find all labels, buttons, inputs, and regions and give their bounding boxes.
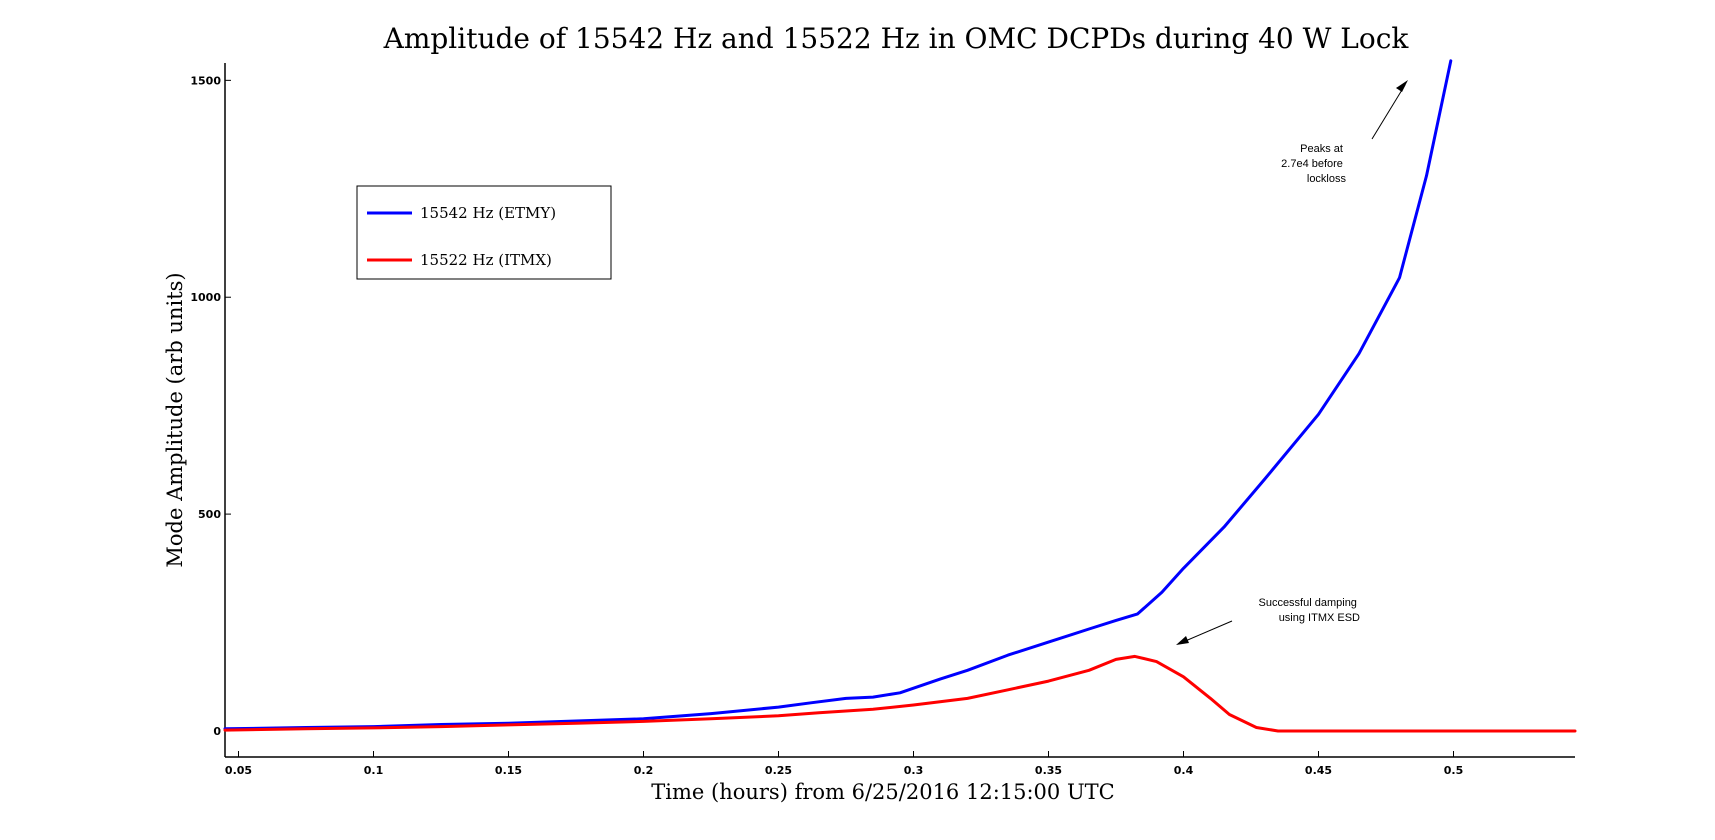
annotation-peak-line-2: 2.7e4 before	[1281, 158, 1343, 170]
y-tick-label: 500	[198, 508, 221, 521]
annotation-peak-arrowhead	[1396, 80, 1408, 92]
annotation-damping-text: Successful damping using ITMX ESD	[1258, 597, 1360, 624]
annotation-peak: Peaks at 2.7e4 before lockloss	[1281, 80, 1408, 185]
x-tick-label: 0.25	[765, 764, 792, 777]
annotation-peak-line-3: lockloss	[1307, 173, 1347, 185]
x-tick-label: 0.05	[225, 764, 252, 777]
annotation-damping-line-2: using ITMX ESD	[1279, 612, 1360, 624]
y-tick-label: 0	[213, 725, 221, 738]
x-axis-label: Time (hours) from 6/25/2016 12:15:00 UTC	[651, 780, 1114, 804]
legend: 15542 Hz (ETMY) 15522 Hz (ITMX)	[356, 185, 612, 280]
chart-title: Amplitude of 15542 Hz and 15522 Hz in OM…	[383, 22, 1410, 55]
legend-box	[356, 185, 612, 280]
y-axis-label: Mode Amplitude (arb units)	[163, 272, 187, 567]
annotation-damping-arrow	[1182, 620, 1233, 643]
x-tick-label: 0.3	[904, 764, 924, 777]
annotations: Peaks at 2.7e4 before lockloss Successfu…	[1176, 80, 1408, 645]
legend-label-0: 15542 Hz (ETMY)	[420, 204, 556, 222]
x-tick-label: 0.45	[1305, 764, 1332, 777]
x-tick-label: 0.35	[1035, 764, 1062, 777]
x-tick-label: 0.15	[495, 764, 522, 777]
annotation-peak-line-1: Peaks at	[1300, 143, 1343, 155]
x-tick-label: 0.1	[364, 764, 384, 777]
plot-frame	[224, 63, 1575, 758]
series-layer	[223, 59, 1577, 733]
x-tick-label: 0.2	[634, 764, 654, 777]
legend-items: 15542 Hz (ETMY) 15522 Hz (ITMX)	[367, 204, 556, 269]
x-tick-label: 0.4	[1174, 764, 1194, 777]
annotation-damping-line-1: Successful damping	[1258, 597, 1356, 609]
x-axis-ticks: 0.05 0.1 0.15 0.2 0.25 0.3 0.35 0.4 0.45 0.5	[225, 751, 1463, 777]
annotation-damping-arrowhead	[1176, 636, 1189, 645]
series-line-1	[223, 654, 1577, 733]
annotation-peak-text: Peaks at 2.7e4 before lockloss	[1281, 143, 1346, 185]
y-tick-label: 1500	[190, 74, 221, 87]
x-tick-label: 0.5	[1444, 764, 1464, 777]
y-tick-label: 1000	[190, 291, 221, 304]
series-line-0	[223, 59, 1453, 731]
legend-label-1: 15522 Hz (ITMX)	[420, 251, 552, 269]
annotation-peak-arrow	[1371, 84, 1406, 140]
annotation-damping: Successful damping using ITMX ESD	[1176, 597, 1360, 645]
